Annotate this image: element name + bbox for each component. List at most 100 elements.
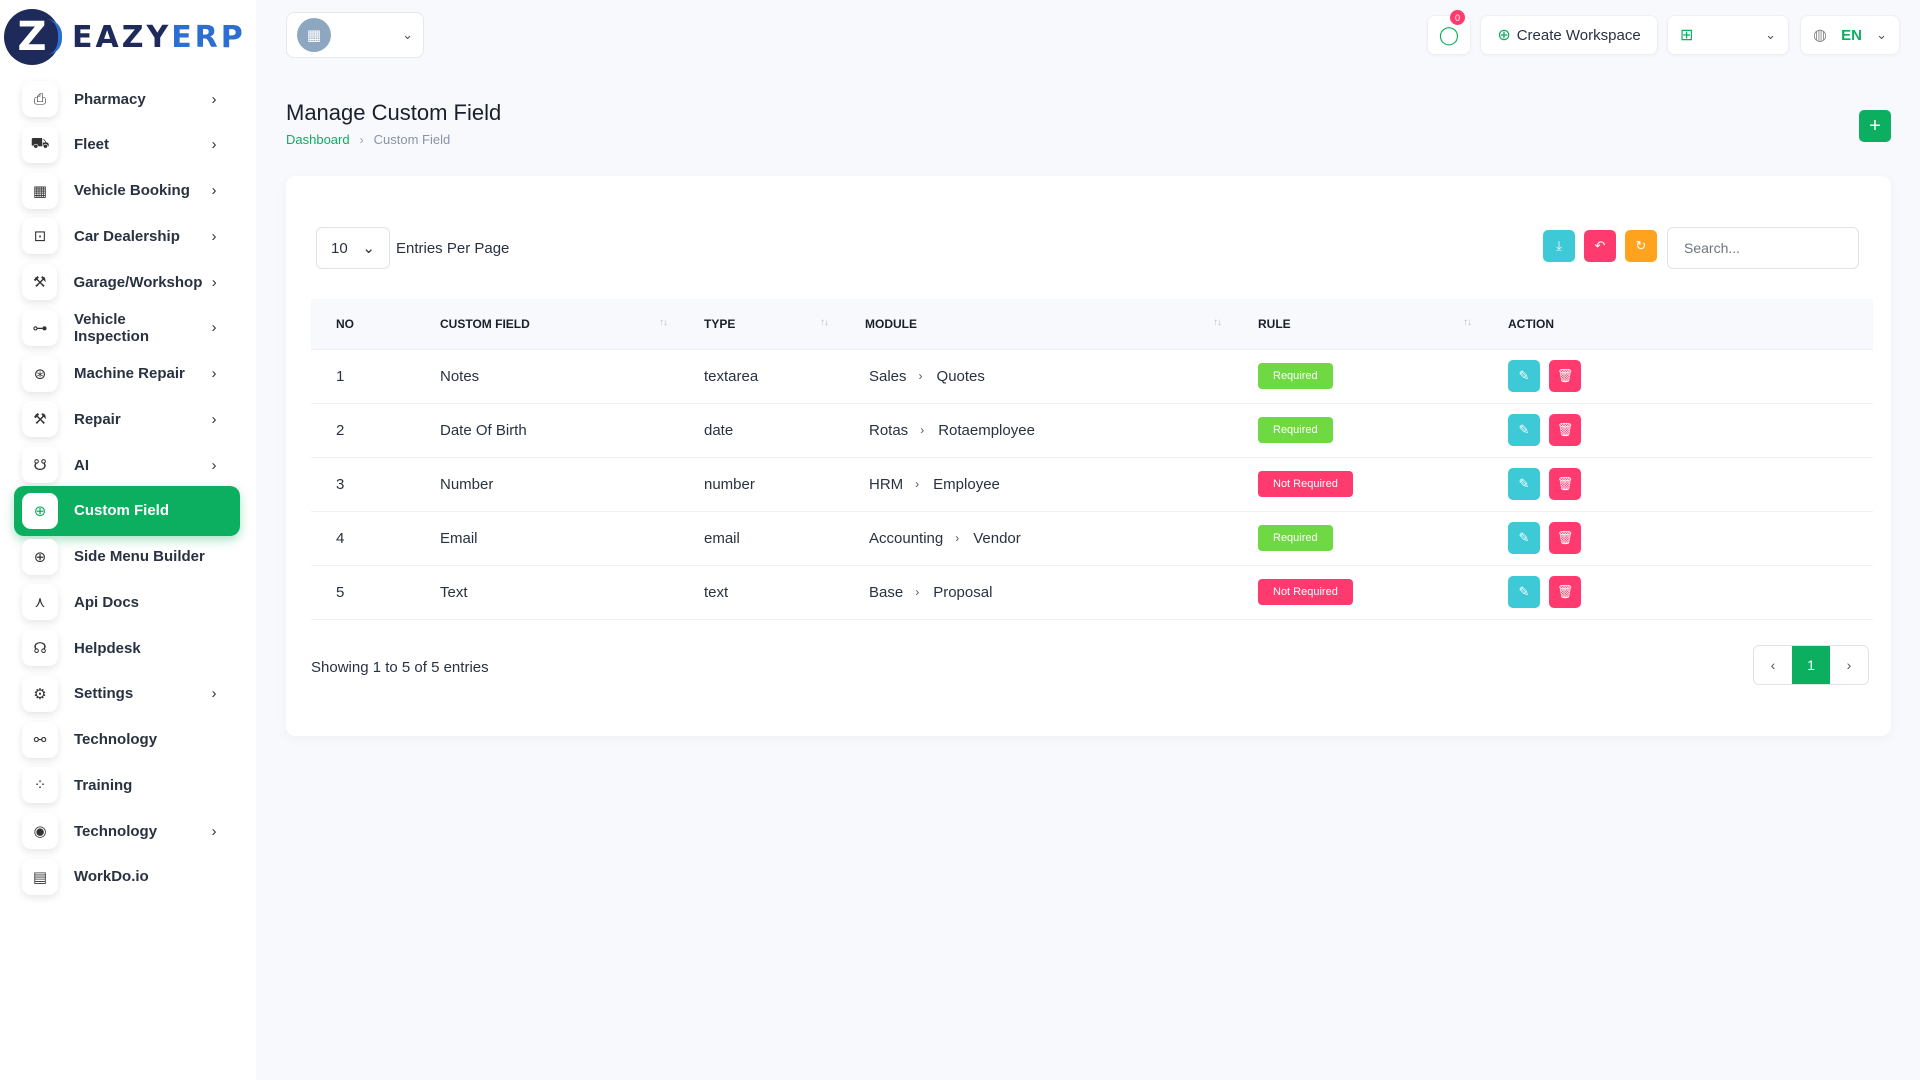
module-cell: HRM › Employee bbox=[840, 456, 1233, 511]
custom-field-table: NO CUSTOM FIELD ↑↓ TYPE ↑↓ MODULE ↑↓ RULE ↑↓… bbox=[311, 299, 1873, 620]
submodule-name: Rotaemployee bbox=[938, 421, 1035, 439]
sidebar-item-label: Helpdesk bbox=[74, 639, 141, 657]
apps-dropdown[interactable]: ⊞ ⌄ bbox=[1667, 15, 1789, 55]
chevron-right-icon: › bbox=[211, 822, 217, 840]
breadcrumb-current: Custom Field bbox=[373, 132, 451, 147]
sidebar-item-helpdesk[interactable]: ☊ Helpdesk bbox=[14, 623, 240, 673]
logo-text: EAZYERP bbox=[72, 20, 246, 55]
column-header-rule[interactable]: RULE ↑↓ bbox=[1233, 299, 1483, 349]
sidebar-item-label: Vehicle Inspection bbox=[74, 310, 150, 345]
delete-button[interactable]: 🗑 bbox=[1549, 576, 1581, 608]
row-number: 5 bbox=[311, 564, 415, 620]
breadcrumb-dashboard-link[interactable]: Dashboard bbox=[286, 132, 350, 147]
brand-logo[interactable]: Z EAZYERP bbox=[4, 4, 254, 70]
action-cell: ✎ 🗑 bbox=[1483, 510, 1873, 565]
add-custom-field-button[interactable]: + bbox=[1859, 110, 1891, 142]
edit-button[interactable]: ✎ bbox=[1508, 360, 1540, 392]
delete-button[interactable]: 🗑 bbox=[1549, 468, 1581, 500]
previous-page-button[interactable]: ‹ bbox=[1770, 657, 1776, 673]
row-number: 4 bbox=[311, 510, 415, 565]
sidebar-item-technology[interactable]: ◉ Technology › bbox=[14, 806, 240, 856]
page-title: Manage Custom Field bbox=[286, 100, 502, 125]
chevron-down-icon: ⌄ bbox=[362, 240, 375, 257]
table-row: 1 Notes textarea Sales › Quotes Required ✎ 🗑 bbox=[311, 348, 1873, 403]
sidebar-item-label: Training bbox=[74, 776, 133, 794]
rule-badge: Required bbox=[1258, 363, 1333, 389]
custom-field-header-label: CUSTOM FIELD bbox=[440, 316, 530, 331]
car-icon: ⊡ bbox=[22, 218, 58, 255]
module-name: Base bbox=[869, 583, 904, 601]
create-workspace-button[interactable]: ⊕ Create Workspace bbox=[1480, 15, 1658, 55]
sidebar-item-training[interactable]: ⁘ Training bbox=[14, 760, 240, 810]
sidebar-item-pharmacy[interactable]: ⎙ Pharmacy › bbox=[14, 74, 240, 124]
chevron-right-icon: › bbox=[955, 531, 960, 545]
delete-button[interactable]: 🗑 bbox=[1549, 414, 1581, 446]
search-input[interactable] bbox=[1667, 227, 1859, 269]
next-page-button[interactable]: › bbox=[1846, 657, 1852, 673]
submodule-name: Quotes bbox=[936, 367, 985, 385]
export-button[interactable]: ⤓ bbox=[1543, 230, 1575, 262]
plus-icon: + bbox=[1869, 114, 1881, 137]
column-header-type[interactable]: TYPE ↑↓ bbox=[679, 299, 840, 349]
sidebar-item-workdo-io[interactable]: ▤ WorkDo.io bbox=[14, 852, 240, 902]
chevron-right-icon: › bbox=[211, 685, 217, 703]
rule-cell: Required bbox=[1233, 402, 1483, 457]
row-actions: ✎ 🗑 bbox=[1508, 414, 1848, 446]
table-row: 5 Text text Base › Proposal Not Required ✎ 🗑 bbox=[311, 564, 1873, 620]
plus-circle-icon: ⊕ bbox=[1497, 27, 1511, 44]
edit-button[interactable]: ✎ bbox=[1508, 576, 1540, 608]
sidebar-item-label: AI bbox=[74, 456, 89, 474]
edit-button[interactable]: ✎ bbox=[1508, 522, 1540, 554]
sidebar-item-label: Settings bbox=[74, 685, 134, 703]
reload-button[interactable]: ↻ bbox=[1625, 230, 1657, 262]
submodule-name: Employee bbox=[933, 475, 1000, 493]
headset-icon: ☊ bbox=[22, 630, 58, 666]
sidebar-item-custom-field[interactable]: ⊕ Custom Field bbox=[14, 485, 240, 536]
chevron-right-icon: › bbox=[211, 227, 217, 245]
clipboard-icon: ⎙ bbox=[22, 81, 58, 117]
column-header-custom-field[interactable]: CUSTOM FIELD ↑↓ bbox=[415, 299, 679, 349]
workspace-select[interactable]: ▦ ⌄ bbox=[286, 12, 424, 58]
column-header-module[interactable]: MODULE ↑↓ bbox=[840, 299, 1233, 349]
sidebar-item-vehicle-booking[interactable]: ▦ Vehicle Booking › bbox=[14, 166, 240, 216]
chevron-down-icon: ⌄ bbox=[1765, 27, 1776, 42]
calendar-icon: ▦ bbox=[22, 172, 58, 209]
chevron-down-icon: ⌄ bbox=[1876, 27, 1887, 42]
submodule-name: Vendor bbox=[973, 529, 1021, 547]
custom-field-name: Email bbox=[415, 510, 679, 565]
language-dropdown[interactable]: ◍ EN ⌄ bbox=[1800, 15, 1900, 55]
sidebar-item-garage-workshop[interactable]: ⚒ Garage/Workshop › bbox=[14, 257, 240, 307]
sidebar-item-settings[interactable]: ⚙ Settings › bbox=[14, 669, 240, 719]
sidebar-item-car-dealership[interactable]: ⊡ Car Dealership › bbox=[14, 211, 240, 261]
sidebar-item-technology[interactable]: ⚯ Technology bbox=[14, 715, 240, 765]
dots-circle-icon: ⁘ bbox=[22, 767, 58, 804]
chat-icon: ◯ bbox=[1438, 24, 1460, 45]
edit-button[interactable]: ✎ bbox=[1508, 414, 1540, 446]
sidebar-item-repair[interactable]: ⚒ Repair › bbox=[14, 394, 240, 444]
module-name: Accounting bbox=[869, 529, 944, 547]
delete-button[interactable]: 🗑 bbox=[1549, 360, 1581, 392]
page-button[interactable]: 1 bbox=[1792, 646, 1830, 684]
custom-field-name: Notes bbox=[415, 348, 679, 403]
action-cell: ✎ 🗑 bbox=[1483, 564, 1873, 620]
sidebar-item-api-docs[interactable]: ⋏ Api Docs bbox=[14, 577, 240, 627]
type-header-label: TYPE bbox=[704, 316, 736, 331]
sidebar-item-fleet[interactable]: ⛟ Fleet › bbox=[14, 120, 240, 170]
rule-cell: Required bbox=[1233, 348, 1483, 403]
sidebar-item-vehicle-inspection[interactable]: ⊶ Vehicle Inspection › bbox=[14, 303, 240, 353]
sidebar-item-machine-repair[interactable]: ⊛ Machine Repair › bbox=[14, 349, 240, 399]
showing-entries-text: Showing 1 to 5 of 5 entries bbox=[311, 659, 489, 676]
column-header-no: NO bbox=[311, 299, 415, 349]
sidebar-item-label: Custom Field bbox=[74, 502, 170, 520]
plus-circle-icon: ⊕ bbox=[22, 538, 58, 575]
rule-cell: Not Required bbox=[1233, 564, 1483, 620]
delete-button[interactable]: 🗑 bbox=[1549, 522, 1581, 554]
messages-button[interactable]: ◯ 0 bbox=[1427, 10, 1471, 55]
sidebar-item-side-menu-builder[interactable]: ⊕ Side Menu Builder bbox=[14, 532, 240, 582]
language-label: EN bbox=[1841, 26, 1862, 44]
per-page-select[interactable]: 10 ⌄ bbox=[316, 227, 390, 269]
reset-button[interactable]: ↶ bbox=[1584, 230, 1616, 262]
custom-field-name: Text bbox=[415, 564, 679, 620]
edit-button[interactable]: ✎ bbox=[1508, 468, 1540, 500]
sidebar-item-ai[interactable]: ☋ AI › bbox=[14, 440, 240, 490]
